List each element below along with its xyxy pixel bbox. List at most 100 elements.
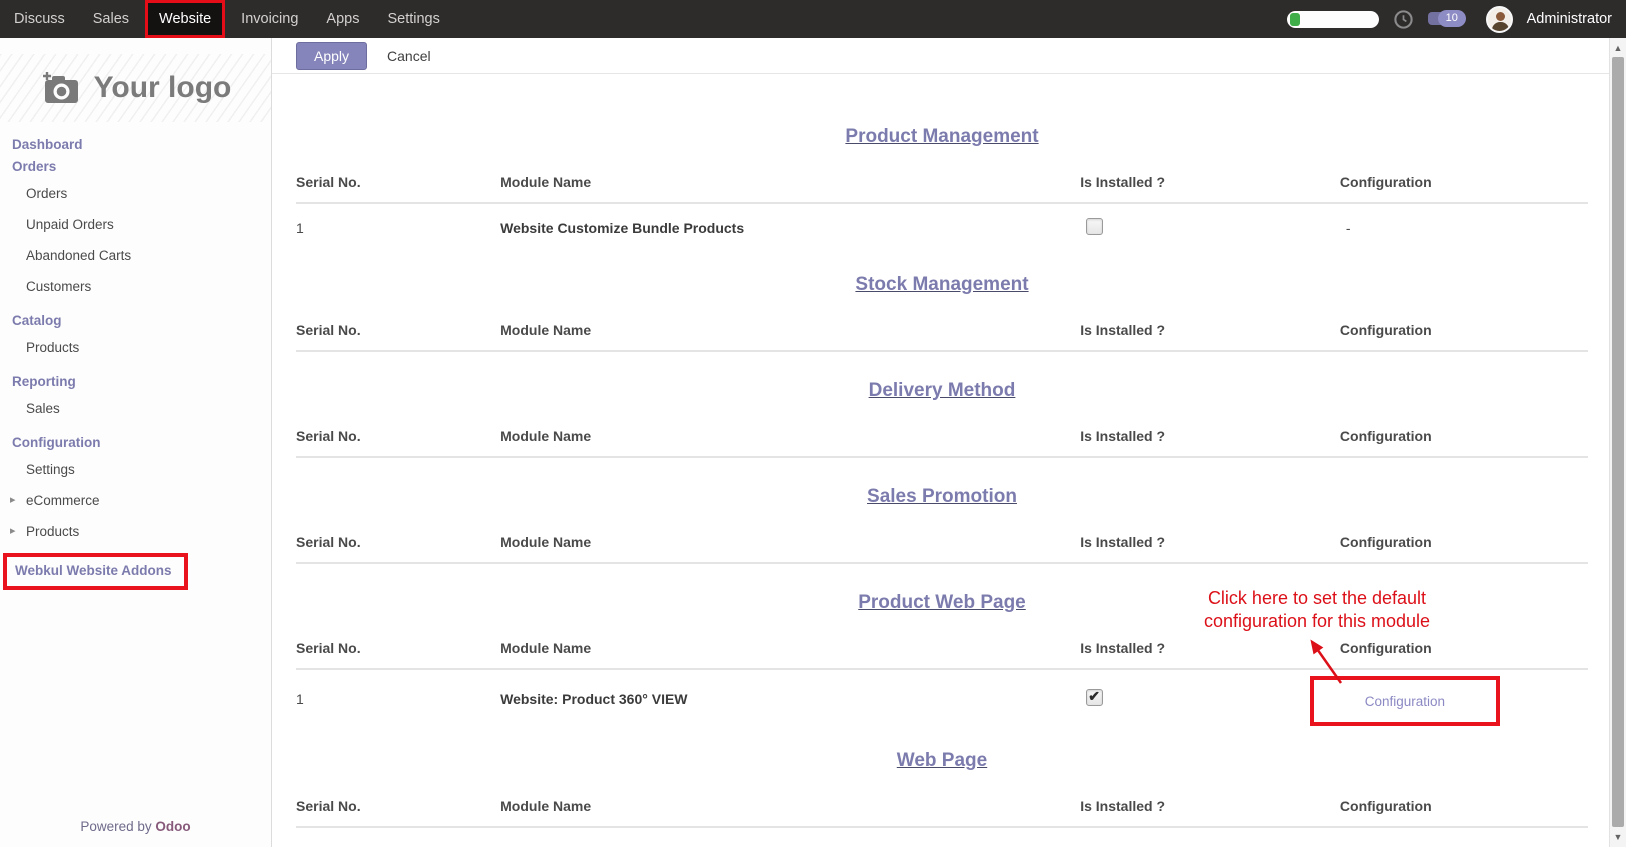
col-header-configuration: Configuration (1339, 168, 1588, 204)
col-header-configuration: Configuration (1339, 528, 1588, 564)
sidebar-item-sales[interactable]: Sales (26, 401, 60, 416)
section-product-web-page: Click here to set the default configurat… (296, 588, 1588, 726)
sidebar-item-unpaid-orders[interactable]: Unpaid Orders (26, 217, 114, 232)
col-header-installed: Is Installed ? (1080, 316, 1340, 352)
col-header-installed: Is Installed ? (1080, 422, 1340, 458)
messages-count-badge: 10 (1437, 10, 1466, 27)
sidebar-header-orders[interactable]: Orders (12, 159, 57, 174)
sidebar-item-settings[interactable]: Settings (26, 462, 75, 477)
section-title[interactable]: Product Web Page (858, 592, 1026, 613)
col-header-module: Module Name (500, 528, 1081, 564)
clock-icon[interactable] (1393, 9, 1414, 30)
logo-text: Your logo (93, 71, 232, 104)
sidebar-item-ecommerce[interactable]: eCommerce (10, 485, 271, 516)
sidebar-item-products-config[interactable]: Products (10, 516, 271, 547)
module-name-cell: Website Customize Bundle Products (500, 220, 745, 236)
section-title[interactable]: Product Management (845, 126, 1039, 147)
main-content: Apply Cancel Product Management Serial N… (272, 38, 1626, 847)
scroll-up-arrow[interactable]: ▲ (1613, 43, 1623, 53)
menu-apps[interactable]: Apps (326, 11, 360, 27)
sidebar-item-products[interactable]: Products (26, 340, 80, 355)
configuration-highlight-box: Configuration (1309, 676, 1500, 726)
sidebar-item-orders[interactable]: Orders (26, 186, 68, 201)
table-row: 1 Website Customize Bundle Products - (296, 203, 1588, 246)
sidebar-header-catalog[interactable]: Catalog (12, 313, 62, 328)
configuration-cell: - (1345, 220, 1351, 236)
col-header-serial: Serial No. (296, 168, 501, 204)
module-table: Serial No. Module Name Is Installed ? Co… (296, 792, 1588, 828)
col-header-serial: Serial No. (296, 792, 501, 828)
module-table: Serial No. Module Name Is Installed ? Co… (296, 168, 1588, 246)
user-avatar[interactable] (1485, 5, 1513, 33)
module-table: Serial No. Module Name Is Installed ? Co… (296, 422, 1588, 458)
sidebar: Your logo Dashboard Orders Orders Unpaid… (0, 38, 272, 847)
sidebar-item-abandoned-carts[interactable]: Abandoned Carts (26, 248, 132, 263)
module-table: Serial No. Module Name Is Installed ? Co… (296, 316, 1588, 352)
timer-progress (1289, 12, 1300, 26)
timer-widget[interactable] (1286, 10, 1379, 28)
col-header-serial: Serial No. (296, 422, 501, 458)
section-title[interactable]: Delivery Method (868, 380, 1016, 401)
cancel-button[interactable]: Cancel (387, 47, 431, 64)
odoo-brand-link[interactable]: Odoo (155, 819, 191, 834)
menu-settings[interactable]: Settings (387, 11, 440, 27)
section-product-management: Product Management Serial No. Module Nam… (296, 124, 1588, 246)
form-action-bar: Apply Cancel (272, 38, 1609, 74)
avatar-head (1495, 11, 1505, 21)
installed-checkbox[interactable] (1086, 688, 1104, 706)
col-header-installed: Is Installed ? (1080, 168, 1340, 204)
module-name-cell: Website: Product 360° VIEW (500, 691, 688, 707)
serial-cell: 1 (296, 220, 304, 236)
col-header-serial: Serial No. (296, 528, 501, 564)
sidebar-nav: Dashboard Orders Orders Unpaid Orders Ab… (0, 134, 271, 590)
section-title[interactable]: Stock Management (855, 274, 1029, 295)
col-header-installed: Is Installed ? (1080, 792, 1340, 828)
col-header-module: Module Name (500, 422, 1081, 458)
user-menu[interactable]: Administrator (1526, 11, 1612, 27)
menu-website[interactable]: Website (145, 0, 226, 38)
sidebar-header-configuration[interactable]: Configuration (12, 435, 101, 450)
col-header-module: Module Name (500, 792, 1081, 828)
section-stock-management: Stock Management Serial No. Module Name … (296, 272, 1588, 352)
sidebar-item-dashboard[interactable]: Dashboard (12, 137, 83, 152)
configuration-button[interactable]: Configuration (1364, 694, 1446, 709)
camera-icon (42, 72, 78, 103)
module-table: Serial No. Module Name Is Installed ? Co… (296, 528, 1588, 564)
powered-by-footer: Powered by Odoo (0, 819, 271, 834)
table-row: 1 Website: Product 360° VIEW Configurati… (296, 669, 1588, 726)
col-header-configuration: Configuration (1339, 634, 1588, 670)
sidebar-header-reporting[interactable]: Reporting (12, 374, 76, 389)
menu-discuss[interactable]: Discuss (14, 11, 65, 27)
vertical-scrollbar[interactable]: ▲ ▼ (1609, 38, 1626, 847)
col-header-installed: Is Installed ? (1080, 634, 1340, 670)
powered-by-label: Powered by (80, 819, 152, 834)
sidebar-item-customers[interactable]: Customers (26, 279, 92, 294)
col-header-configuration: Configuration (1339, 316, 1588, 352)
section-title[interactable]: Sales Promotion (867, 486, 1017, 507)
installed-checkbox[interactable] (1086, 218, 1104, 235)
logo-banner[interactable]: Your logo (0, 54, 271, 122)
webkul-highlight-box: Webkul Website Addons (3, 553, 188, 590)
col-header-installed: Is Installed ? (1080, 528, 1340, 564)
sidebar-item-webkul-website-addons[interactable]: Webkul Website Addons (15, 563, 172, 578)
col-header-serial: Serial No. (296, 634, 501, 670)
col-header-module: Module Name (500, 634, 1081, 670)
avatar-body (1491, 21, 1509, 31)
scrollbar-thumb[interactable] (1612, 57, 1624, 827)
section-delivery-method: Delivery Method Serial No. Module Name I… (296, 378, 1588, 458)
col-header-configuration: Configuration (1339, 422, 1588, 458)
section-sales-promotion: Sales Promotion Serial No. Module Name I… (296, 484, 1588, 564)
menu-sales[interactable]: Sales (92, 11, 130, 27)
section-web-page: Web Page Serial No. Module Name Is Insta… (296, 748, 1588, 828)
col-header-serial: Serial No. (296, 316, 501, 352)
serial-cell: 1 (296, 691, 304, 707)
col-header-module: Module Name (500, 168, 1081, 204)
col-header-module: Module Name (500, 316, 1081, 352)
topbar-right-group: 10 Administrator (1286, 5, 1626, 33)
messages-icon[interactable]: 10 (1427, 9, 1472, 29)
menu-invoicing[interactable]: Invoicing (241, 11, 299, 27)
section-title[interactable]: Web Page (896, 750, 988, 771)
module-table: Serial No. Module Name Is Installed ? Co… (296, 634, 1588, 726)
apply-button[interactable]: Apply (296, 41, 368, 70)
scroll-down-arrow[interactable]: ▼ (1613, 832, 1623, 842)
